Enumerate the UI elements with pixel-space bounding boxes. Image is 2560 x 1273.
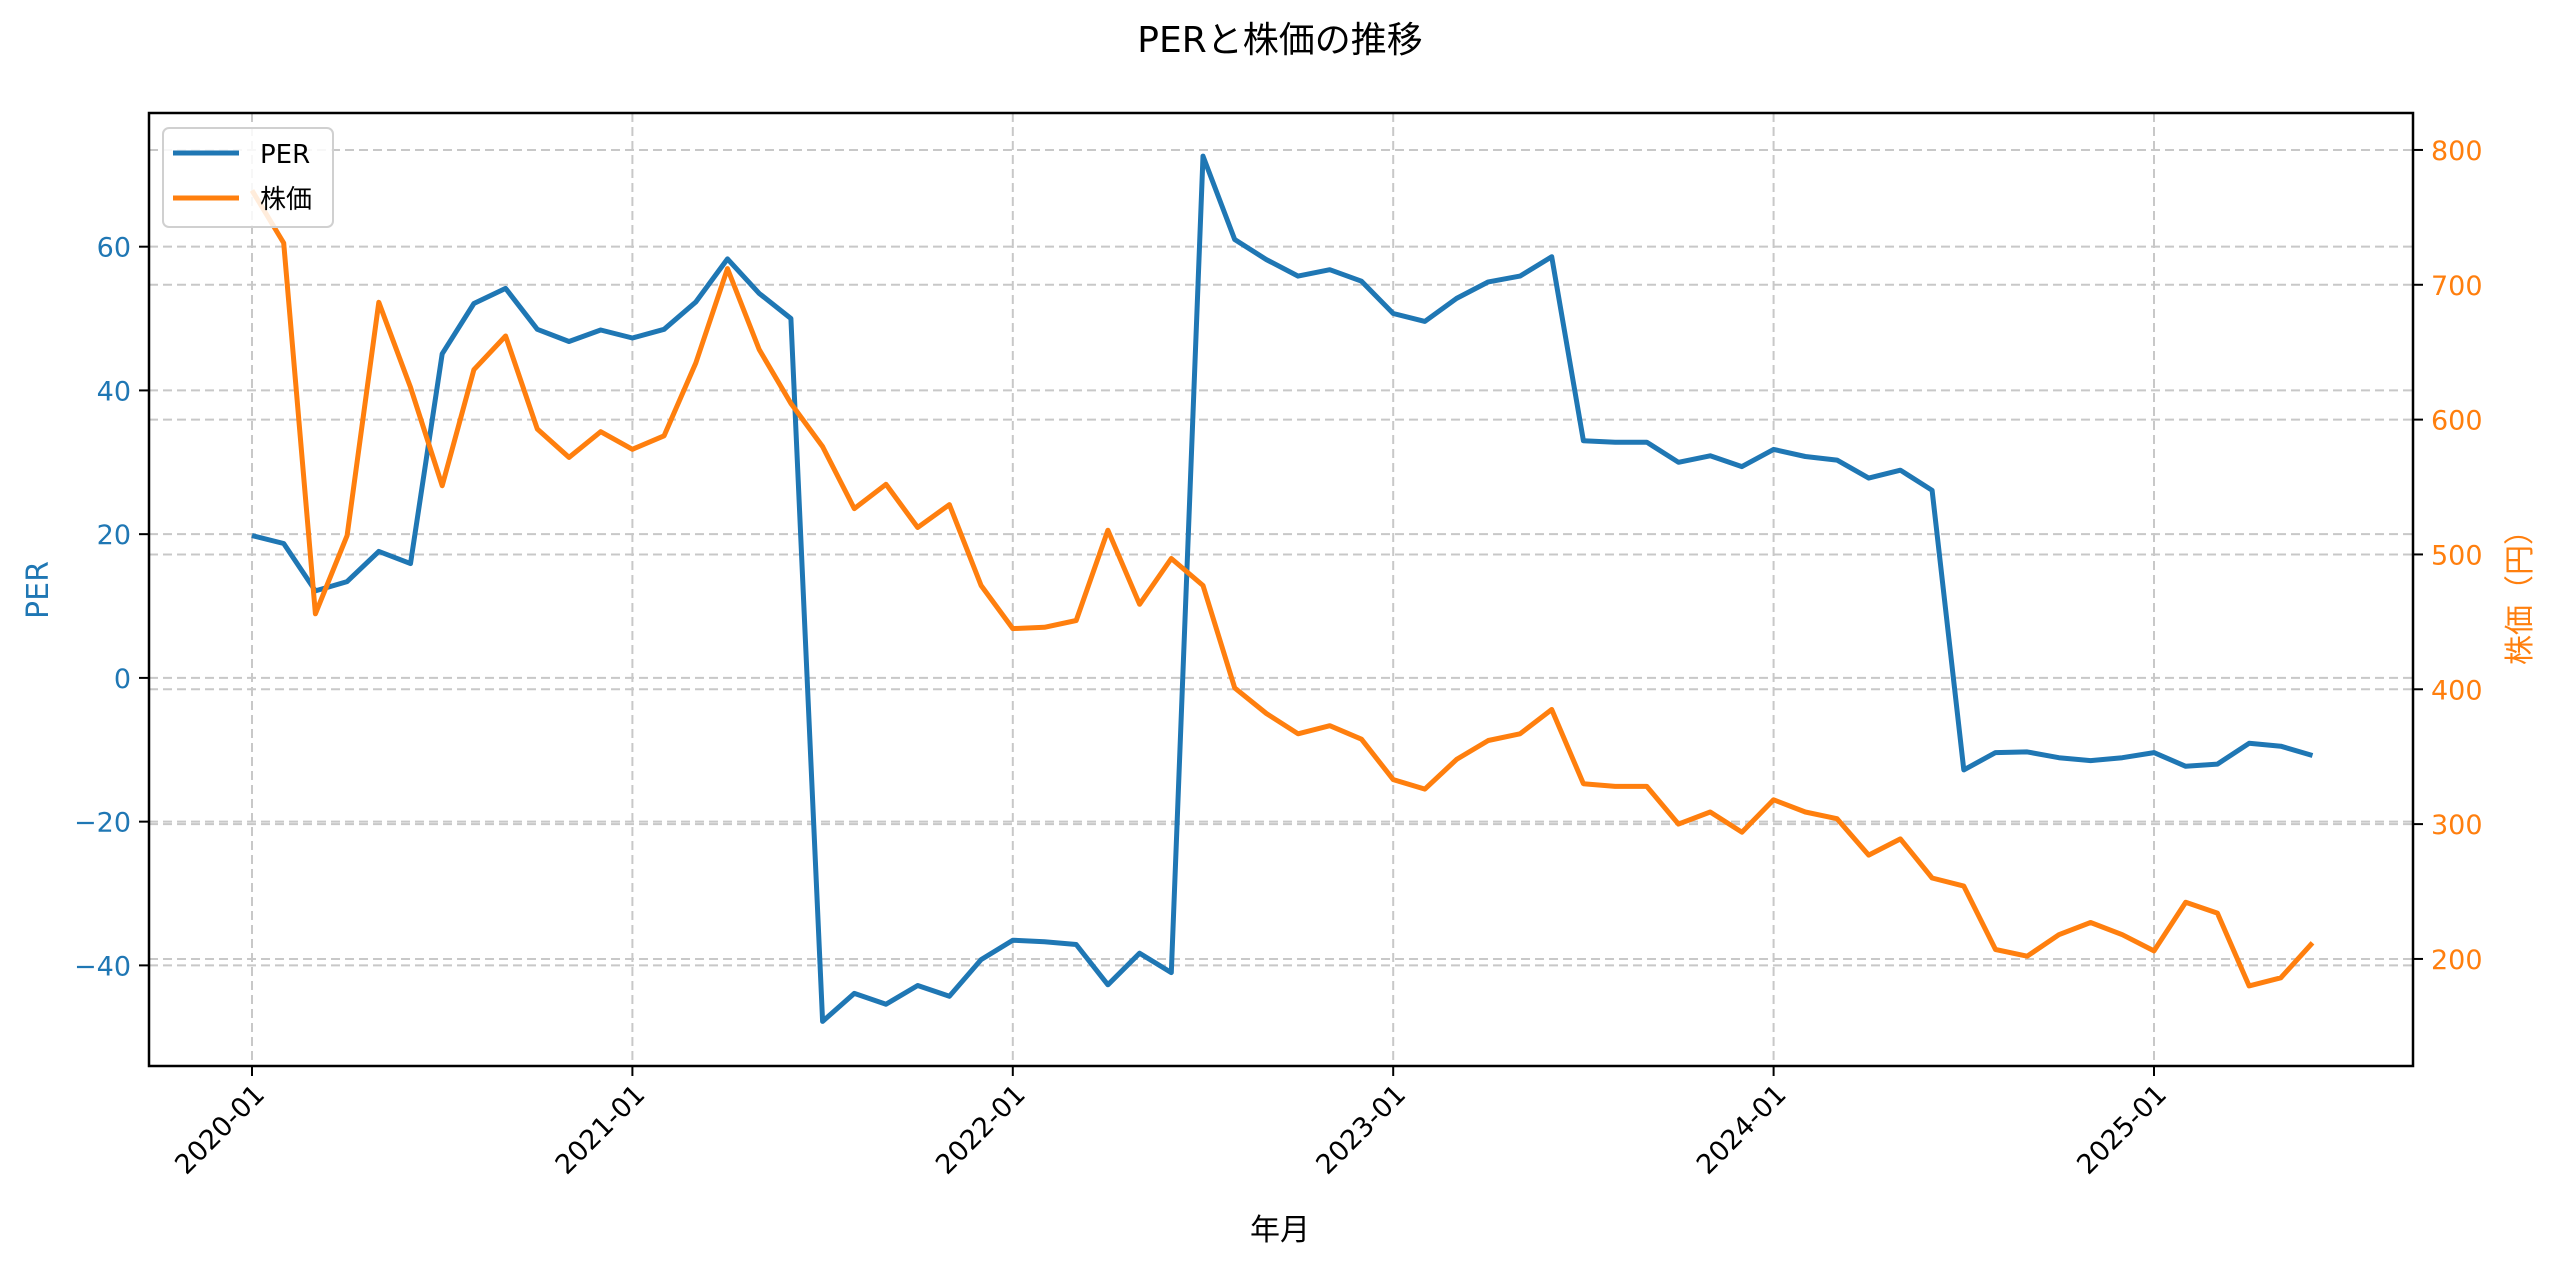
x-tick-label: 2021-01 bbox=[550, 1079, 652, 1181]
x-axis: 2020-01 2021-01 2022-01 2023-01 2024-01 2025-… bbox=[169, 1066, 2173, 1181]
x-tick-label: 2025-01 bbox=[2071, 1079, 2173, 1181]
left-tick-label: 40 bbox=[97, 376, 131, 407]
legend-label-per: PER bbox=[260, 140, 310, 170]
right-tick-label: 200 bbox=[2431, 945, 2483, 976]
x-tick-label: 2020-01 bbox=[169, 1079, 271, 1181]
right-tick-label: 400 bbox=[2431, 675, 2483, 706]
legend: PER 株価 bbox=[162, 127, 334, 228]
chart-title: PERと株価の推移 bbox=[1137, 20, 1422, 61]
x-axis-label: 年月 bbox=[1250, 1213, 1310, 1248]
price-line bbox=[249, 189, 2315, 989]
left-tick-label: 0 bbox=[114, 664, 131, 695]
right-tick-label: 700 bbox=[2431, 271, 2483, 302]
x-tick-label: 2024-01 bbox=[1691, 1079, 1793, 1181]
plot-area-frame bbox=[147, 111, 2415, 1068]
right-y-axis: 200 300 400 500 600 700 800 bbox=[2413, 136, 2483, 976]
right-tick-label: 600 bbox=[2431, 406, 2483, 437]
right-tick-label: 300 bbox=[2431, 810, 2483, 841]
legend-label-price: 株価 bbox=[260, 185, 312, 215]
left-tick-label: −40 bbox=[74, 951, 131, 982]
left-y-axis: −40 −20 0 20 40 60 bbox=[74, 233, 149, 982]
right-axis-label: 株価（円） bbox=[2503, 515, 2538, 665]
grid-lines bbox=[149, 113, 2413, 1066]
left-tick-label: −20 bbox=[74, 808, 131, 839]
per-line bbox=[251, 153, 2314, 1024]
x-tick-label: 2022-01 bbox=[930, 1079, 1032, 1181]
left-axis-label: PER bbox=[21, 561, 56, 619]
plot-series bbox=[249, 153, 2315, 1024]
left-tick-label: 20 bbox=[97, 520, 131, 551]
right-tick-label: 500 bbox=[2431, 540, 2483, 571]
x-tick-label: 2023-01 bbox=[1310, 1079, 1412, 1181]
right-tick-label: 800 bbox=[2431, 136, 2483, 167]
left-tick-label: 60 bbox=[97, 233, 131, 264]
